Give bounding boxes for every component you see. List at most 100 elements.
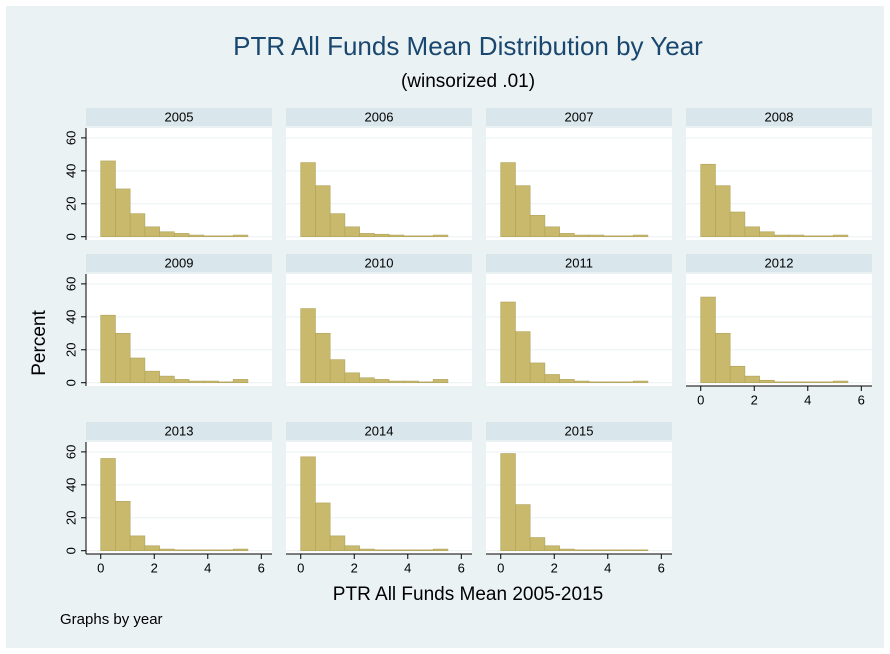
bar	[603, 381, 619, 384]
bar	[432, 548, 449, 552]
bar	[232, 379, 249, 384]
bar	[500, 162, 516, 238]
panel-header	[486, 422, 672, 440]
x-tick-label: 4	[604, 560, 611, 575]
bar	[500, 453, 516, 552]
bar	[618, 235, 634, 238]
bar	[588, 234, 605, 238]
bar	[374, 549, 390, 552]
bar	[374, 233, 390, 238]
bar	[574, 549, 590, 552]
bar	[315, 502, 331, 552]
bar	[729, 365, 746, 384]
x-tick-label: 0	[97, 560, 104, 575]
x-tick-label: 4	[404, 560, 411, 575]
bar	[744, 375, 760, 384]
bar	[788, 234, 805, 238]
x-tick-label: 4	[804, 392, 811, 407]
y-tick-label: 0	[63, 379, 78, 386]
bar	[159, 231, 175, 238]
x-tick-label: 6	[858, 392, 865, 407]
bar	[603, 235, 619, 238]
x-tick-label: 0	[497, 560, 504, 575]
bar	[403, 549, 419, 552]
bar	[388, 380, 405, 384]
panel-title: 2005	[165, 109, 194, 124]
bar	[218, 381, 234, 384]
x-tick-label: 6	[458, 560, 465, 575]
bar	[115, 188, 131, 238]
bar	[218, 235, 234, 238]
bar	[715, 185, 731, 238]
bar	[603, 549, 619, 552]
bar	[144, 370, 160, 384]
bar	[329, 213, 346, 238]
bar	[359, 377, 375, 384]
bar	[403, 380, 419, 384]
bar	[618, 549, 634, 552]
note: Graphs by year	[60, 611, 163, 628]
bar	[588, 549, 605, 552]
bar	[359, 548, 375, 552]
y-tick-label: 0	[63, 547, 78, 554]
bar	[100, 160, 116, 238]
bar	[115, 332, 131, 384]
bar	[188, 549, 205, 552]
y-tick-label: 40	[63, 478, 78, 492]
bar	[832, 380, 849, 384]
bar	[832, 234, 849, 238]
bar	[188, 234, 205, 238]
x-tick-label: 2	[151, 560, 158, 575]
bar	[574, 234, 590, 238]
x-tick-label: 6	[658, 560, 665, 575]
bar	[559, 379, 575, 384]
bar	[818, 235, 834, 238]
y-axis-label: Percent	[29, 310, 50, 376]
bar	[759, 231, 775, 238]
bar	[529, 362, 546, 384]
panel-header	[486, 108, 672, 126]
bar	[744, 226, 760, 238]
y-tick-label: 60	[63, 277, 78, 291]
x-tick-label: 6	[258, 560, 265, 575]
bar	[774, 234, 790, 238]
bar	[344, 372, 360, 384]
y-tick-label: 40	[63, 310, 78, 324]
bar	[544, 545, 560, 552]
bar	[700, 163, 716, 238]
bar	[174, 379, 190, 384]
panel-header	[686, 108, 872, 126]
bar	[232, 548, 249, 552]
panel-header	[486, 254, 672, 272]
bar	[432, 379, 449, 384]
bar	[300, 162, 316, 238]
bar	[559, 548, 575, 552]
bar	[374, 379, 390, 384]
panel-header	[686, 254, 872, 272]
bar	[818, 381, 834, 384]
chart-title: PTR All Funds Mean Distribution by Year	[233, 31, 703, 61]
bar	[100, 314, 116, 384]
y-tick-label: 20	[63, 197, 78, 211]
bar	[500, 301, 516, 384]
bar	[515, 331, 531, 384]
bar	[232, 234, 249, 238]
bar	[788, 381, 805, 384]
bar	[315, 185, 331, 238]
panel-title: 2014	[365, 423, 394, 438]
bar	[300, 456, 316, 552]
bar	[544, 226, 560, 238]
x-tick-label: 2	[351, 560, 358, 575]
bar	[529, 537, 546, 552]
chart-subtitle: (winsorized .01)	[401, 71, 535, 92]
y-tick-label: 60	[63, 131, 78, 145]
bar	[144, 545, 160, 552]
bar	[403, 235, 419, 238]
x-tick-label: 2	[751, 392, 758, 407]
bar	[329, 535, 346, 552]
panel-header	[286, 422, 472, 440]
x-tick-label: 0	[697, 392, 704, 407]
bar	[574, 380, 590, 384]
panel-header	[86, 422, 272, 440]
bar	[432, 234, 449, 238]
